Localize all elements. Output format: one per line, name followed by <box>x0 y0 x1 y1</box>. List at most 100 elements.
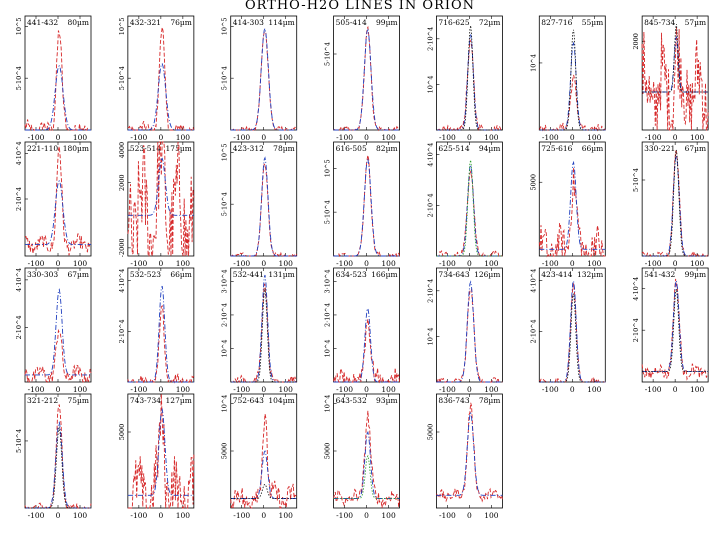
series-model-line <box>436 411 503 496</box>
series-model-line <box>436 34 503 131</box>
x-tick-label: -100 <box>542 259 559 268</box>
x-tick-label: 100 <box>176 259 191 268</box>
wavelength-label: 94µm <box>479 144 501 153</box>
y-tick-label: 4·10^4 <box>529 269 537 293</box>
y-tick-label: 3·10^4 <box>324 269 332 293</box>
panel-8: -100 0 100 2·10^4 4·10^4 221-110 180µm <box>15 141 92 268</box>
y-tick-label: 2·10^4 <box>426 27 434 51</box>
x-tick-label: 0 <box>261 511 266 520</box>
x-tick-label: -100 <box>233 511 250 520</box>
x-tick-label: 0 <box>158 133 163 142</box>
series-data-line <box>538 167 606 258</box>
x-tick-label: -100 <box>130 385 147 394</box>
series-model2-line <box>642 149 709 257</box>
y-tick-label: -2000 <box>118 238 126 257</box>
series-model2-line <box>539 29 606 131</box>
series-data-line <box>24 404 92 510</box>
series-model2-line <box>436 159 503 257</box>
panel-22: -100 0 100 5·10^4 321-212 75µm <box>15 393 92 520</box>
y-tick-label: 3·10^4 <box>221 269 229 293</box>
x-tick-label: -100 <box>233 259 250 268</box>
panel-frame <box>538 15 606 131</box>
x-tick-label: 0 <box>570 133 575 142</box>
series-model-line <box>127 157 194 216</box>
y-tick-label: 5000 <box>426 424 434 441</box>
x-tick-label: -100 <box>233 385 250 394</box>
series-model-line <box>333 158 400 257</box>
transition-label: 441-432 <box>27 18 58 27</box>
y-tick-label: 10^5 <box>221 17 229 35</box>
y-tick-label: 5·10^4 <box>221 66 229 90</box>
y-tick-label: 2000 <box>632 33 640 50</box>
series-data-line <box>333 319 401 384</box>
series-model-line <box>539 280 606 383</box>
series-model2-line <box>230 483 297 499</box>
panel-24: -100 0 100 5000 10^4 752-643 104µm <box>221 393 298 520</box>
panel-4: -100 0 100 5·10^4 505-414 99µm <box>324 15 400 142</box>
x-tick-label: 100 <box>73 385 88 394</box>
panel-frame <box>127 267 195 383</box>
panel-26: -100 0 100 5000 836-743 78µm <box>426 393 503 520</box>
x-tick-label: 100 <box>587 259 602 268</box>
y-tick-label: 4·10^4 <box>15 268 23 292</box>
wavelength-label: 126µm <box>474 270 500 279</box>
x-tick-label: 100 <box>484 133 499 142</box>
panel-frame <box>230 393 298 509</box>
x-tick-label: 100 <box>73 133 88 142</box>
panel-14: -100 0 100 5·10^4 330-221 67µm <box>632 141 709 268</box>
x-tick-label: 0 <box>261 133 266 142</box>
series-model-line <box>642 154 709 257</box>
wavelength-label: 99µm <box>376 18 398 27</box>
y-tick-label: 5·10^4 <box>15 66 23 90</box>
y-tick-label: 10^4 <box>426 75 434 93</box>
series-data-line <box>333 410 401 509</box>
y-tick-label: 10^4 <box>221 395 229 413</box>
x-tick-label: 0 <box>467 511 472 520</box>
x-tick-label: -100 <box>130 511 147 520</box>
series-model-line <box>333 307 400 383</box>
series-data-line <box>436 170 503 258</box>
y-tick-label: 4·10^4 <box>426 143 434 167</box>
x-tick-label: -100 <box>28 385 45 394</box>
x-tick-label: -100 <box>542 385 559 394</box>
transition-label: 716-625 <box>438 18 469 27</box>
series-data-line <box>230 30 298 131</box>
series-data-line <box>333 155 401 258</box>
panel-frame <box>333 267 400 383</box>
x-tick-label: 0 <box>364 259 369 268</box>
x-tick-label: 100 <box>381 133 396 142</box>
x-tick-label: 100 <box>587 385 602 394</box>
transition-label: 827-716 <box>541 18 572 27</box>
wavelength-label: 67µm <box>67 270 89 279</box>
series-data-line <box>436 39 503 132</box>
x-tick-label: 0 <box>467 259 472 268</box>
transition-label: 541-432 <box>644 270 675 279</box>
y-tick-label: 2·10^4 <box>15 315 23 339</box>
y-tick-label: 10^4 <box>426 327 434 345</box>
panel-frame <box>436 141 503 257</box>
panel-18: -100 0 100 10^4 2·10^4 3·10^4 634-523 166µm <box>324 267 401 394</box>
x-tick-label: 100 <box>73 259 88 268</box>
y-tick-label: 2·10^4 <box>529 319 537 343</box>
series-model-line <box>230 156 297 257</box>
panel-3: -100 0 100 5·10^4 10^5 414-303 114µm <box>221 15 298 142</box>
wavelength-label: 166µm <box>371 270 397 279</box>
y-tick-label: 10^4 <box>221 340 229 358</box>
y-tick-label: 2·10^4 <box>426 279 434 303</box>
wavelength-label: 132µm <box>577 270 603 279</box>
x-tick-label: 100 <box>73 511 88 520</box>
x-tick-label: 100 <box>381 259 396 268</box>
transition-label: 734-643 <box>438 270 469 279</box>
wavelength-label: 99µm <box>685 270 707 279</box>
y-tick-label: 10^5 <box>324 159 332 177</box>
x-tick-label: 100 <box>279 133 294 142</box>
series-model-line <box>230 27 297 131</box>
panel-15: -100 0 100 2·10^4 4·10^4 330-303 67µm <box>15 267 92 394</box>
series-data-line <box>436 288 503 384</box>
x-tick-label: -100 <box>336 385 353 394</box>
panel-frame <box>230 141 298 257</box>
series-model-line <box>127 407 194 496</box>
transition-label: 321-212 <box>27 396 58 405</box>
